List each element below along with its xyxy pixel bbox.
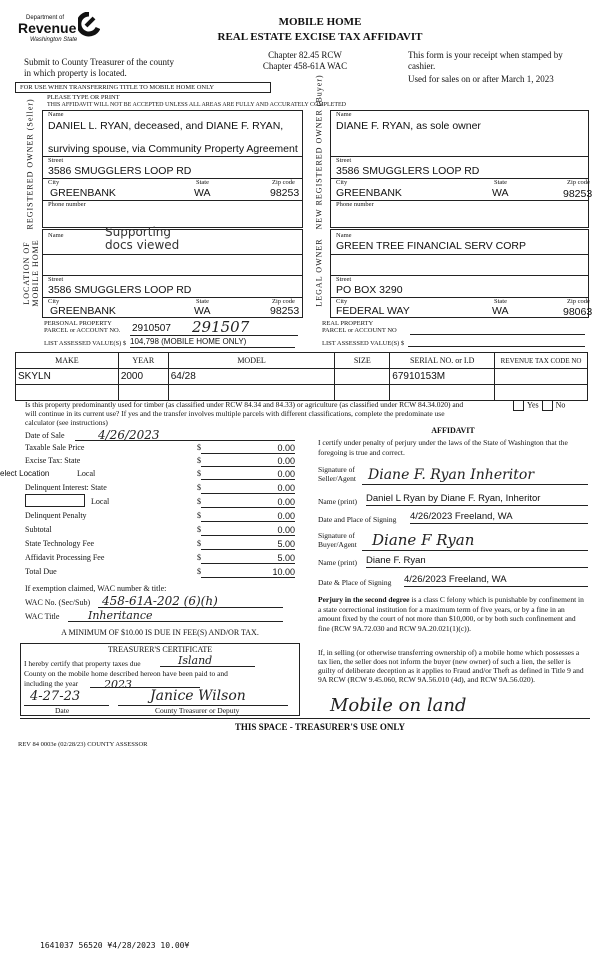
wac-title: Inheritance: [88, 609, 153, 622]
buyer-street[interactable]: 3586 SMUGGLERS LOOP RD: [336, 165, 480, 177]
warning: THIS AFFIDAVIT WILL NOT BE ACCEPTED UNLE…: [47, 102, 346, 108]
table-header: MAKE YEAR MODEL SIZE SERIAL NO. or I.D REVENU…: [15, 352, 588, 369]
table-row: SKYLN 2000 64/28 67910153M: [15, 368, 588, 385]
minimum-notice: A MINIMUM OF $10.00 IS DUE IN FEE(S) AND…: [61, 628, 259, 637]
receipt-note: This form is your receipt when stamped b…: [408, 50, 563, 60]
wac-title-field[interactable]: [68, 610, 283, 622]
buyer-box: [330, 110, 589, 228]
location-box: [42, 229, 303, 318]
county-handwritten: Island: [178, 654, 213, 667]
year-handwritten: 2023: [104, 678, 132, 691]
buyer-date-place[interactable]: 4/26/2023 Freeland, WA: [404, 574, 588, 587]
location-city[interactable]: GREENBANK: [50, 305, 116, 317]
no-checkbox[interactable]: [541, 400, 553, 411]
seller-print-name[interactable]: Daniel L Ryan by Diane F. Ryan, Inherito…: [366, 493, 588, 506]
excise-state-row: Excise Tax: State $0.00: [25, 456, 295, 467]
supporting-docs-stamp: Supporting docs viewed: [105, 225, 180, 252]
mobile-home-table: MAKE YEAR MODEL SIZE SERIAL NO. or I.D REVENU…: [15, 352, 588, 401]
buyer-print-name[interactable]: Diane F. Ryan: [366, 555, 588, 568]
legal-owner-street[interactable]: PO BOX 3290: [336, 284, 403, 296]
location-street[interactable]: 3586 SMUGGLERS LOOP RD: [48, 284, 192, 296]
legal-owner-city[interactable]: FEDERAL WAY: [336, 305, 410, 317]
county-field[interactable]: [160, 656, 255, 667]
wac-number-field[interactable]: [98, 596, 283, 608]
seller-city[interactable]: GREENBANK: [50, 187, 116, 199]
seller-name-1[interactable]: DANIEL L. RYAN, deceased, and DIANE F. R…: [48, 120, 284, 132]
treasurer-date: 4-27-23: [30, 689, 81, 704]
dor-logo-mark-icon: [78, 12, 100, 37]
seller-state[interactable]: WA: [194, 187, 211, 199]
use-box: FOR USE WHEN TRANSFERRING TITLE TO MOBIL…: [15, 82, 271, 93]
excise-local-row: Local $0.00: [77, 469, 295, 480]
delinquent-interest-state-row: Delinquent Interest: State $0.00: [25, 483, 295, 494]
buyer-city[interactable]: GREENBANK: [336, 187, 402, 199]
seller-signature-field[interactable]: [362, 473, 588, 485]
dor-logo: Department of Revenue Washington State: [18, 12, 103, 47]
buyer-name[interactable]: DIANE F. RYAN, as sole owner: [336, 120, 481, 132]
submit-instructions: Submit to County Treasurer of the county: [24, 57, 174, 67]
treasurer-certificate: [20, 643, 300, 716]
legal-owner-name[interactable]: GREEN TREE FINANCIAL SERV CORP: [336, 240, 527, 252]
form-revision: REV 84 0003e (02/28/23) COUNTY ASSESSOR: [18, 741, 148, 748]
personal-property-parcel[interactable]: 2910507: [132, 323, 171, 334]
location-state[interactable]: WA: [194, 305, 211, 317]
buyer-zip[interactable]: 98253: [563, 188, 593, 200]
seller-signature: Diane F. Ryan Inheritor: [368, 467, 535, 483]
buyer-section-label: NEW REGISTERED OWNER (Buyer): [314, 74, 324, 230]
seller-box: [42, 110, 303, 228]
lien-notice: If, in selling (or otherwise transferrin…: [318, 648, 584, 684]
form-subtitle: REAL ESTATE EXCISE TAX AFFIDAVIT: [217, 31, 423, 43]
date-of-sale-field[interactable]: [75, 428, 295, 441]
chapter-rcw: Chapter 82.45 RCW: [268, 50, 342, 60]
parcel-handwritten: 291507: [192, 318, 250, 336]
taxable-sale-price-row: Taxable Sale Price $0.00: [25, 443, 295, 454]
location-select-box[interactable]: [25, 494, 85, 507]
chapter-wac: Chapter 458-61A WAC: [262, 61, 348, 71]
legal-owner-state[interactable]: WA: [492, 305, 509, 317]
treasurer-signature: Janice Wilson: [150, 688, 246, 704]
year-field[interactable]: [90, 677, 200, 688]
total-due-row: Total Due $10.00: [25, 567, 295, 578]
seller-name-2[interactable]: surviving spouse, via Community Property…: [48, 143, 298, 155]
table-row: [15, 384, 588, 401]
location-zip[interactable]: 98253: [270, 305, 300, 317]
location-section-label: LOCATION OF MOBILE HOME: [22, 239, 40, 307]
legal-owner-box: [330, 229, 589, 318]
legal-assessed-value[interactable]: [408, 338, 585, 347]
subtotal-row: Subtotal $0.00: [25, 525, 295, 536]
buyer-signature: Diane F Ryan: [372, 531, 475, 549]
state-technology-fee-row: State Technology Fee $5.00: [25, 539, 295, 550]
location-assessed-value[interactable]: 104,798 (MOBILE HOME ONLY): [130, 337, 295, 348]
date-of-sale: 4/26/2023: [98, 428, 160, 442]
select-location-label[interactable]: elect Location: [0, 469, 50, 478]
legal-owner-section-label: LEGAL OWNER: [314, 238, 324, 307]
delinquent-interest-local-row: Local $0.00: [91, 497, 295, 508]
mobile-on-land-note: Mobile on land: [330, 695, 467, 716]
seller-section-label: REGISTERED OWNER (Seller): [25, 98, 35, 230]
perjury-notice: Perjury in the second degree is a class …: [318, 595, 584, 633]
wac-number: 458-61A-202 (6)(h): [102, 594, 218, 608]
seller-street[interactable]: 3586 SMUGGLERS LOOP RD: [48, 165, 192, 177]
real-property-parcel[interactable]: [410, 322, 585, 335]
cashier-receipt-stamp: 1641037 56520 ¥4/28/2023 10.00¥: [40, 941, 190, 950]
seller-date-place[interactable]: 4/26/2023 Freeland, WA: [410, 511, 588, 524]
seller-zip[interactable]: 98253: [270, 187, 300, 199]
yes-checkbox[interactable]: [513, 400, 524, 411]
timber-question: Is this property predominantly used for …: [25, 400, 464, 427]
form-title: MOBILE HOME: [278, 16, 362, 28]
buyer-state[interactable]: WA: [492, 187, 509, 199]
delinquent-penalty-row: Delinquent Penalty $0.00: [25, 511, 295, 522]
buyer-signature-field[interactable]: [362, 539, 588, 551]
affidavit-processing-fee-row: Affidavit Processing Fee $5.00: [25, 553, 295, 564]
timber-yes-no: Yes No: [510, 400, 565, 411]
treasurer-use-only: THIS SPACE - TREASURER'S USE ONLY: [234, 722, 406, 732]
legal-owner-zip[interactable]: 98063: [563, 306, 593, 318]
